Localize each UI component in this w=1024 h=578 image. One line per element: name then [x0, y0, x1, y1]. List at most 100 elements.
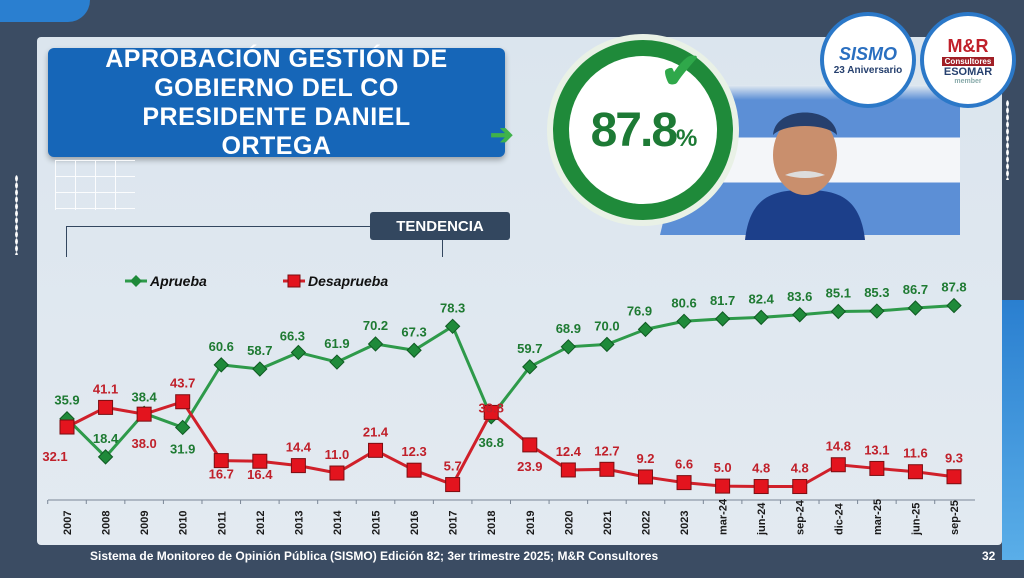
- data-point: [676, 475, 692, 491]
- data-label: 68.9: [556, 321, 581, 336]
- data-point: [445, 477, 461, 493]
- data-label: 21.4: [363, 424, 389, 439]
- data-label: 12.7: [594, 443, 619, 458]
- data-label: 80.6: [671, 295, 696, 310]
- data-point: [174, 419, 191, 436]
- data-point: [97, 449, 114, 465]
- data-label: 16.4: [247, 467, 273, 482]
- data-point: [213, 357, 229, 373]
- legend-marker: [130, 275, 142, 287]
- data-point: [329, 465, 345, 481]
- x-tick-label: 2010: [178, 511, 190, 535]
- president-photo: [745, 112, 865, 240]
- data-label: 11.6: [903, 446, 928, 461]
- checkmark-icon: ✔: [660, 43, 702, 99]
- data-label: 18.4: [93, 431, 119, 446]
- side-decoration: [1002, 300, 1024, 560]
- data-label: 85.1: [826, 285, 851, 300]
- data-point: [599, 336, 615, 353]
- approval-circle: 87.8%: [553, 40, 733, 220]
- x-tick-label: 2022: [640, 511, 652, 535]
- series-line: [65, 304, 955, 460]
- data-point: [522, 359, 538, 375]
- data-label: 16.7: [209, 467, 234, 482]
- source-footer: Sistema de Monitoreo de Opinión Pública …: [90, 549, 659, 563]
- data-label: 31.9: [170, 441, 195, 456]
- tendencia-bracket: [66, 226, 443, 257]
- data-point: [869, 460, 885, 476]
- data-point: [560, 462, 576, 478]
- sismo-logo: SISMO 23 Aniversario: [820, 12, 916, 108]
- data-point: [792, 307, 808, 323]
- data-label: 70.2: [363, 318, 388, 333]
- legend-marker: [287, 274, 301, 288]
- x-tick-label: mar-24: [718, 498, 730, 535]
- data-point: [444, 318, 461, 335]
- x-tick-label: 2012: [255, 511, 267, 535]
- data-label: 61.9: [324, 336, 349, 351]
- mr-consultores-logo: M&R Consultores ESOMAR member: [920, 12, 1016, 108]
- x-tick-label: 2023: [679, 511, 691, 535]
- data-label: 83.6: [787, 289, 812, 304]
- data-point: [676, 313, 692, 329]
- data-point: [907, 464, 923, 480]
- corner-decoration: [0, 0, 90, 22]
- data-point: [98, 399, 114, 415]
- data-point: [869, 303, 885, 319]
- data-point: [213, 453, 229, 469]
- x-tick-label: 2016: [409, 511, 421, 535]
- data-point: [753, 479, 769, 495]
- x-tick-label: sep-25: [949, 500, 961, 535]
- data-label: 14.4: [286, 440, 312, 455]
- data-label: 43.7: [170, 376, 195, 391]
- data-point: [406, 342, 422, 358]
- x-tick-label: 2021: [602, 511, 614, 535]
- data-label: 12.3: [401, 444, 426, 459]
- data-label: 82.4: [749, 291, 775, 306]
- data-label: 13.1: [864, 442, 889, 457]
- data-label: 58.7: [247, 343, 272, 358]
- data-point: [252, 361, 268, 377]
- data-point: [290, 344, 307, 361]
- data-label: 5.0: [714, 460, 732, 475]
- data-point: [714, 311, 731, 327]
- data-label: 36.8: [479, 435, 504, 450]
- data-point: [59, 419, 75, 435]
- data-label: 66.3: [280, 328, 305, 343]
- data-point: [907, 300, 924, 316]
- legend-label: Desaprueba: [308, 273, 388, 289]
- x-tick-label: 2019: [525, 511, 537, 535]
- data-label: 60.6: [209, 339, 234, 354]
- approval-value: 87.8: [590, 103, 678, 157]
- x-tick-label: jun-25: [910, 503, 922, 536]
- approval-unit: %: [676, 124, 697, 152]
- data-point: [560, 339, 577, 355]
- data-label: 4.8: [791, 461, 809, 476]
- data-label: 14.8: [826, 439, 851, 454]
- data-label: 41.1: [93, 381, 118, 396]
- data-point: [946, 469, 962, 485]
- x-tick-label: 2013: [293, 511, 305, 535]
- x-tick-label: mar-25: [872, 499, 884, 535]
- data-point: [290, 458, 306, 474]
- data-point: [753, 309, 769, 326]
- data-point: [830, 457, 846, 473]
- data-point: [792, 479, 808, 495]
- x-tick-label: 2009: [139, 511, 151, 535]
- data-label: 38.0: [131, 436, 156, 451]
- data-point: [329, 354, 345, 370]
- data-point: [637, 321, 654, 338]
- grid-decoration: [55, 160, 135, 210]
- data-label: 4.8: [752, 461, 770, 476]
- data-point: [522, 437, 538, 453]
- data-label: 87.8: [941, 280, 966, 295]
- data-point: [599, 461, 615, 477]
- data-point: [483, 404, 499, 420]
- x-tick-label: 2014: [332, 510, 344, 535]
- data-label: 67.3: [401, 324, 426, 339]
- x-tick-label: 2017: [448, 511, 460, 535]
- data-point: [252, 453, 268, 469]
- data-point: [367, 336, 384, 352]
- data-label: 12.4: [556, 444, 582, 459]
